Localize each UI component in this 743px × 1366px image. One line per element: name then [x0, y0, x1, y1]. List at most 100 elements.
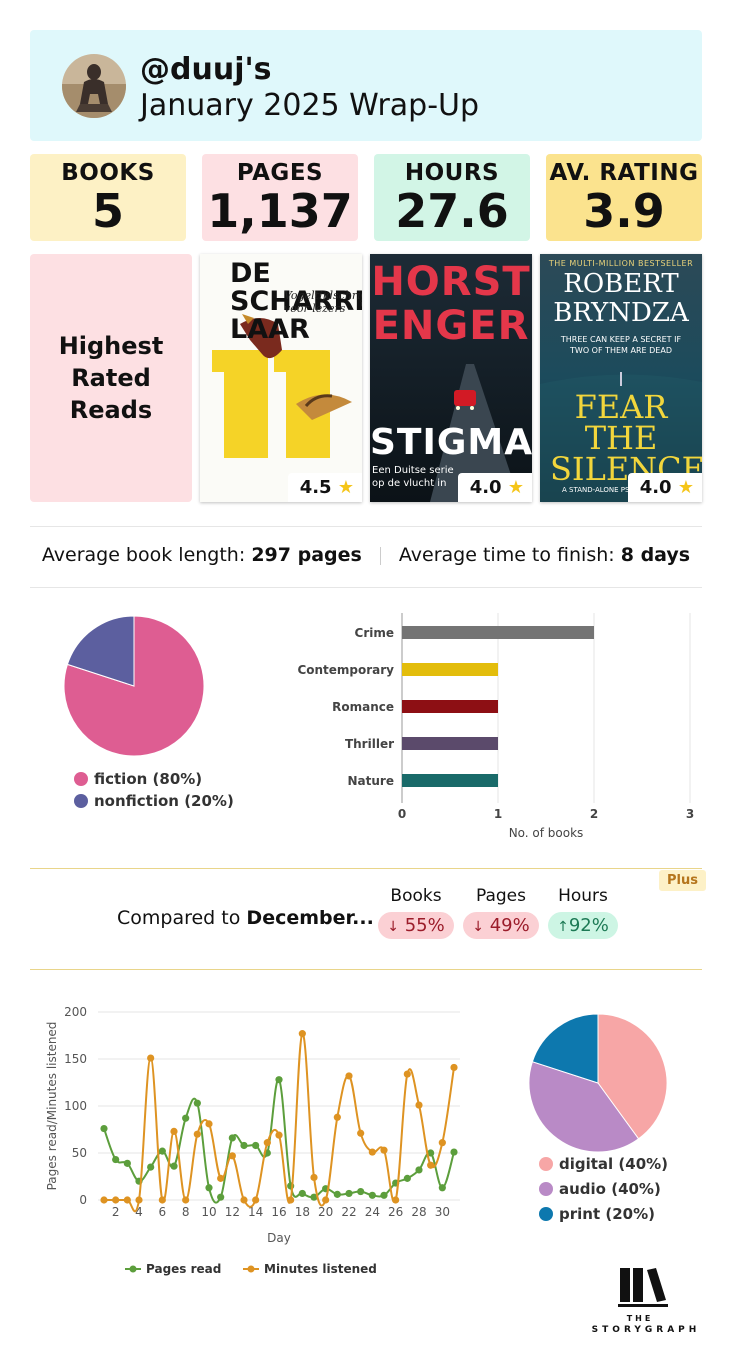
stat-pages: PAGES 1,137: [202, 154, 358, 241]
stat-books: BOOKS 5: [30, 154, 186, 241]
cover-tagline: Een Duitse serie op de vlucht in: [372, 465, 454, 489]
line-point: [345, 1072, 353, 1080]
divider: [30, 587, 702, 588]
legend-dot: [539, 1182, 553, 1196]
line-point: [135, 1196, 143, 1204]
line-point: [182, 1114, 190, 1122]
line-point: [310, 1193, 318, 1201]
line-point: [240, 1141, 248, 1150]
line-point: [100, 1124, 108, 1133]
line-point: [228, 1152, 236, 1160]
line-point: [322, 1196, 330, 1204]
line-point: [380, 1191, 388, 1199]
line-x-tick-label: 28: [411, 1205, 426, 1219]
cover-author: HORST ENGER: [371, 259, 531, 349]
plus-badge[interactable]: Plus: [659, 870, 706, 891]
line-point: [310, 1173, 318, 1182]
star-icon: ★: [337, 477, 354, 498]
line-x-tick-label: 16: [271, 1205, 286, 1219]
line-point: [298, 1189, 306, 1198]
stat-label: PAGES: [236, 160, 324, 186]
line-point: [112, 1155, 120, 1164]
stat-value: 5: [91, 184, 124, 238]
avatar[interactable]: [62, 54, 126, 118]
bar-category-label: Romance: [332, 700, 394, 714]
line-point: [205, 1120, 213, 1128]
book-cover-3[interactable]: THE MULTI-MILLION BESTSELLER ROBERT BRYN…: [540, 254, 702, 502]
compared-to-label: Compared to December...: [117, 907, 374, 929]
line-point: [368, 1191, 376, 1199]
cover-author: ROBERT BRYNDZA: [553, 269, 689, 328]
arrow-down-icon: ↓: [387, 919, 399, 935]
storygraph-logo[interactable]: THE STORYGRAPH: [590, 1266, 702, 1335]
legend-item-nonfiction: nonfiction (20%): [74, 792, 234, 810]
line-point: [298, 1030, 306, 1038]
line-point: [403, 1070, 411, 1078]
line-point: [123, 1159, 131, 1167]
rating-value: 4.0: [469, 477, 502, 498]
arrow-up-icon: ↑: [557, 919, 569, 935]
line-point: [205, 1184, 213, 1192]
compare-value: 49%: [489, 915, 530, 936]
line-point: [112, 1196, 120, 1204]
line-point: [158, 1147, 166, 1155]
arrow-down-icon: ↓: [472, 919, 484, 935]
legend-item-fiction: fiction (80%): [74, 770, 234, 788]
stat-value: 1,137: [207, 184, 353, 238]
line-x-tick-label: 30: [435, 1205, 450, 1219]
bar-category-label: Contemporary: [297, 663, 394, 677]
bar-nature: [402, 774, 498, 787]
book-cover-1[interactable]: DE SCHARRE LAAR Vogeltijdschrift voor le…: [200, 254, 362, 502]
averages-line: Average book length: 297 pages Average t…: [30, 544, 702, 566]
highest-rated-heading: Highest Rated Reads: [30, 254, 192, 502]
compare-value: 92%: [568, 915, 609, 936]
line-point: [252, 1196, 260, 1204]
line-point: [403, 1174, 411, 1182]
line-point: [170, 1162, 178, 1170]
book-cover-2[interactable]: HORST ENGER STIGMA Een Duitse serie op d…: [370, 254, 532, 502]
line-x-tick-label: 20: [318, 1205, 333, 1219]
line-x-tick-label: 18: [295, 1205, 310, 1219]
line-point: [275, 1076, 283, 1084]
stat-value: 3.9: [583, 184, 665, 238]
line-x-tick-label: 6: [159, 1205, 167, 1219]
line-x-tick-label: 10: [201, 1205, 216, 1219]
line-point: [263, 1139, 271, 1147]
legend-item-digital: digital (40%): [539, 1155, 668, 1173]
line-legend-dot: [129, 1265, 137, 1273]
line-point: [333, 1113, 341, 1121]
line-point: [392, 1196, 400, 1204]
stat-label: BOOKS: [61, 160, 155, 186]
legend-label: audio (40%): [559, 1180, 661, 1198]
cover-title: DE SCHARRE LAAR: [230, 258, 362, 345]
stat-label: HOURS: [404, 160, 500, 186]
fiction-pie-slice-1: [66, 615, 135, 687]
rating-badge: 4.0 ★: [627, 473, 702, 502]
line-point: [182, 1196, 190, 1204]
line-point: [345, 1189, 353, 1198]
line-point: [158, 1196, 166, 1204]
bar-tick-label: 3: [686, 807, 694, 821]
line-point: [275, 1131, 283, 1139]
line-point: [217, 1174, 225, 1182]
line-point: [438, 1139, 446, 1147]
bar-thriller: [402, 737, 498, 750]
line-point: [147, 1163, 155, 1171]
wrap-up-title: January 2025 Wrap-Up: [140, 88, 480, 123]
cover-title: STIGMA: [370, 422, 532, 463]
line-point: [147, 1054, 155, 1062]
line-legend-dot: [247, 1265, 255, 1273]
cover-tagline-bottom: A STAND-ALONE PSYCH: [562, 486, 644, 494]
compare-pages: Pages ↓ 49%: [461, 886, 541, 939]
line-x-tick-label: 12: [225, 1205, 240, 1219]
compare-value: 55%: [404, 915, 445, 936]
legend-item-print: print (20%): [539, 1205, 668, 1223]
line-x-tick-label: 24: [365, 1205, 380, 1219]
line-x-tick-label: 26: [388, 1205, 403, 1219]
separator: [379, 546, 381, 565]
compare-pill: ↓ 49%: [463, 912, 539, 939]
line-series-1: [104, 1032, 455, 1213]
bar-x-axis-label: No. of books: [509, 826, 584, 840]
format-pie-chart: [528, 1013, 668, 1153]
header-banner: [30, 30, 702, 141]
